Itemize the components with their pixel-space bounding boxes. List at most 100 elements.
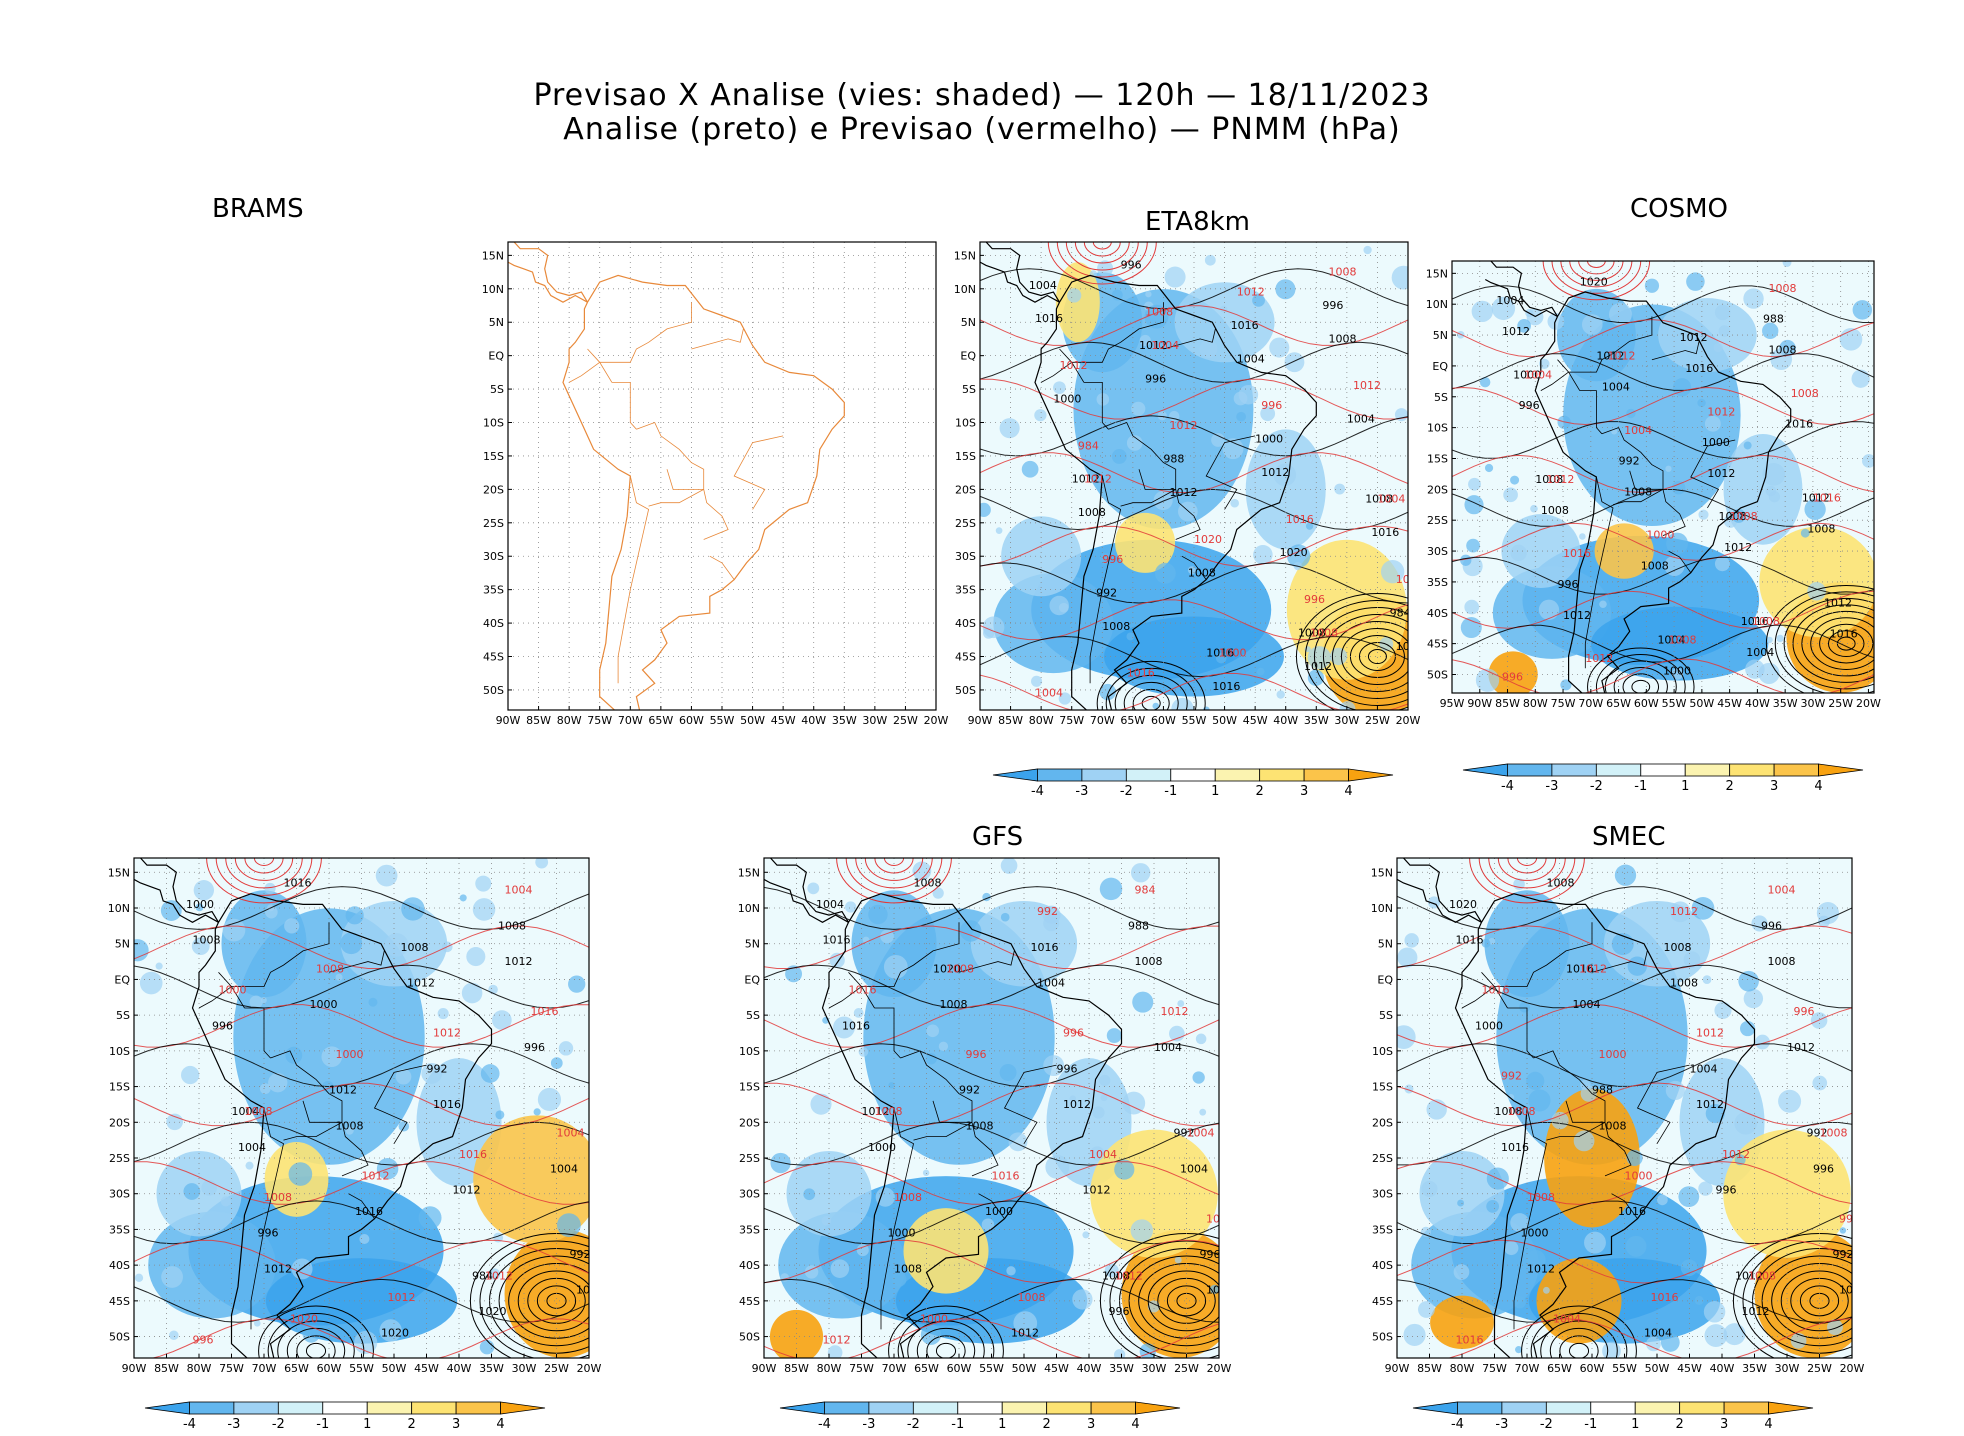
isobar-label: 1000 bbox=[1475, 1019, 1503, 1032]
isobar-label: 1008 bbox=[1145, 306, 1173, 319]
isobar-label: 1004 bbox=[1602, 381, 1630, 394]
lat-tick-label: 45S bbox=[1427, 638, 1448, 651]
lat-tick-label: 40S bbox=[483, 617, 504, 630]
lon-tick-label: 30W bbox=[1142, 1362, 1167, 1375]
colorbar-cosmo: -4 -3 -2 -1 1 2 3 4 bbox=[1462, 763, 1864, 794]
isobar-label: 1008 bbox=[1624, 486, 1652, 499]
isobar-label: 1000 bbox=[1646, 529, 1674, 542]
lat-tick-label: 20S bbox=[1372, 1116, 1393, 1129]
isobar-label: 1012 bbox=[1527, 1262, 1555, 1275]
lon-tick-label: 60W bbox=[679, 714, 704, 727]
isobar-label: 1020 bbox=[381, 1327, 409, 1340]
lat-tick-label: 25S bbox=[1427, 514, 1448, 527]
lon-tick-label: 45W bbox=[771, 714, 796, 727]
lat-tick-label: 40S bbox=[739, 1259, 760, 1272]
isobar-label: 1000 bbox=[888, 1227, 916, 1240]
lat-tick-label: 5N bbox=[115, 938, 130, 951]
lon-tick-label: 60W bbox=[1634, 697, 1659, 710]
colorbar-tick-label: -4 bbox=[1501, 779, 1514, 794]
isobar-label: 1000 bbox=[310, 998, 338, 1011]
lon-tick-label: 65W bbox=[648, 714, 673, 727]
isobar-label: 1012 bbox=[1139, 339, 1167, 352]
isobar-label: 1008 bbox=[498, 919, 526, 932]
isobar-label: 1012 bbox=[1353, 379, 1381, 392]
isobar-label: 1008 bbox=[1719, 510, 1747, 523]
isobar-label: 1016 bbox=[1396, 573, 1424, 586]
colorbar-segment bbox=[500, 1401, 546, 1415]
colorbar-segment bbox=[1595, 763, 1642, 777]
isobar-label: 1020 bbox=[1194, 533, 1222, 546]
lon-tick-label: 70W bbox=[1515, 1362, 1540, 1375]
lat-tick-label: 10S bbox=[109, 1045, 130, 1058]
lon-tick-label: 45W bbox=[1677, 1362, 1702, 1375]
lat-tick-label: 40S bbox=[1372, 1259, 1393, 1272]
isobar-label: 1020 bbox=[479, 1305, 507, 1318]
isobar-label: 1016 bbox=[1031, 941, 1059, 954]
isobar-label: 1016 bbox=[1482, 984, 1510, 997]
isobar-label: 1016 bbox=[992, 1169, 1020, 1182]
isobar-label: 1008 bbox=[894, 1262, 922, 1275]
lon-tick-label: 35W bbox=[1773, 697, 1798, 710]
colorbar-tick-label: 4 bbox=[496, 1417, 504, 1432]
colorbar-tick-label: 1 bbox=[363, 1417, 371, 1432]
lon-tick-label: 30W bbox=[512, 1362, 537, 1375]
lat-tick-label: EQ bbox=[114, 973, 130, 986]
isobar-label: 1008 bbox=[1527, 1191, 1555, 1204]
isobar-label: 1004 bbox=[550, 1162, 578, 1175]
lon-tick-label: 90W bbox=[1385, 1362, 1410, 1375]
isobar-label: 992 bbox=[427, 1062, 448, 1075]
panel-label-gfs: GFS bbox=[972, 822, 1024, 852]
lon-tick-label: 80W bbox=[817, 1362, 842, 1375]
panel-label-cosmo: COSMO bbox=[1630, 194, 1729, 224]
isobar-label: 1016 bbox=[531, 1005, 559, 1018]
isobar-label: 1012 bbox=[1063, 1098, 1091, 1111]
lon-tick-label: 25W bbox=[893, 714, 918, 727]
lat-tick-label: 50S bbox=[1427, 668, 1448, 681]
colorbar-tick-label: 3 bbox=[1720, 1417, 1728, 1432]
isobar-label: 1012 bbox=[1724, 541, 1752, 554]
lat-tick-label: 30S bbox=[109, 1188, 130, 1201]
isobar-label: 996 bbox=[1200, 1248, 1221, 1261]
lat-tick-label: 45S bbox=[739, 1295, 760, 1308]
isobar-label: 996 bbox=[1063, 1027, 1084, 1040]
colorbar-tick-label: -3 bbox=[227, 1417, 240, 1432]
lat-tick-label: 45S bbox=[1372, 1295, 1393, 1308]
lon-tick-label: 90W bbox=[752, 1362, 777, 1375]
isobar-label: 996 bbox=[1121, 259, 1142, 272]
colorbar-segment bbox=[455, 1401, 501, 1415]
isobar-label: 1012 bbox=[505, 955, 533, 968]
isobar-label: 984 bbox=[1078, 439, 1099, 452]
isobar-label: 1008 bbox=[1730, 510, 1758, 523]
lat-tick-label: 15S bbox=[1427, 452, 1448, 465]
colorbar-segment bbox=[1507, 763, 1553, 777]
colorbar-segment bbox=[411, 1401, 457, 1415]
colorbar-segment bbox=[1001, 1401, 1048, 1415]
isobar-label: 1012 bbox=[1170, 419, 1198, 432]
isobar-label: 996 bbox=[1304, 593, 1325, 606]
lon-tick-label: 75W bbox=[1059, 714, 1084, 727]
colorbar-segment bbox=[1640, 763, 1686, 777]
colorbar-segment bbox=[1412, 1401, 1458, 1415]
colorbar-segment bbox=[1303, 768, 1349, 782]
lat-tick-label: 35S bbox=[483, 584, 504, 597]
isobar-label: 1004 bbox=[1180, 1162, 1208, 1175]
lon-tick-label: 20W bbox=[924, 714, 949, 727]
lon-tick-label: 25W bbox=[1174, 1362, 1199, 1375]
isobar-label: 1004 bbox=[1644, 1327, 1672, 1340]
isobar-label: 988 bbox=[1128, 919, 1149, 932]
isobar-label: 1008 bbox=[1807, 523, 1835, 536]
isobar-label: 1008 bbox=[1310, 626, 1338, 639]
isobar-label: 1012 bbox=[1824, 597, 1852, 610]
lat-tick-label: 10S bbox=[483, 417, 504, 430]
colorbar-segment bbox=[1125, 768, 1172, 782]
colorbar-tick-label: 3 bbox=[1300, 784, 1308, 799]
lat-tick-label: 15N bbox=[108, 866, 130, 879]
colorbar-segment bbox=[1679, 1401, 1725, 1415]
isobar-label: 1012 bbox=[1707, 405, 1735, 418]
isobar-label: 1012 bbox=[388, 1291, 416, 1304]
lon-tick-label: 20W bbox=[1396, 714, 1421, 727]
isobar-label: 1016 bbox=[823, 934, 851, 947]
lat-tick-label: EQ bbox=[744, 973, 760, 986]
lon-tick-label: 65W bbox=[1606, 697, 1631, 710]
colorbar-tick-label: -4 bbox=[183, 1417, 196, 1432]
